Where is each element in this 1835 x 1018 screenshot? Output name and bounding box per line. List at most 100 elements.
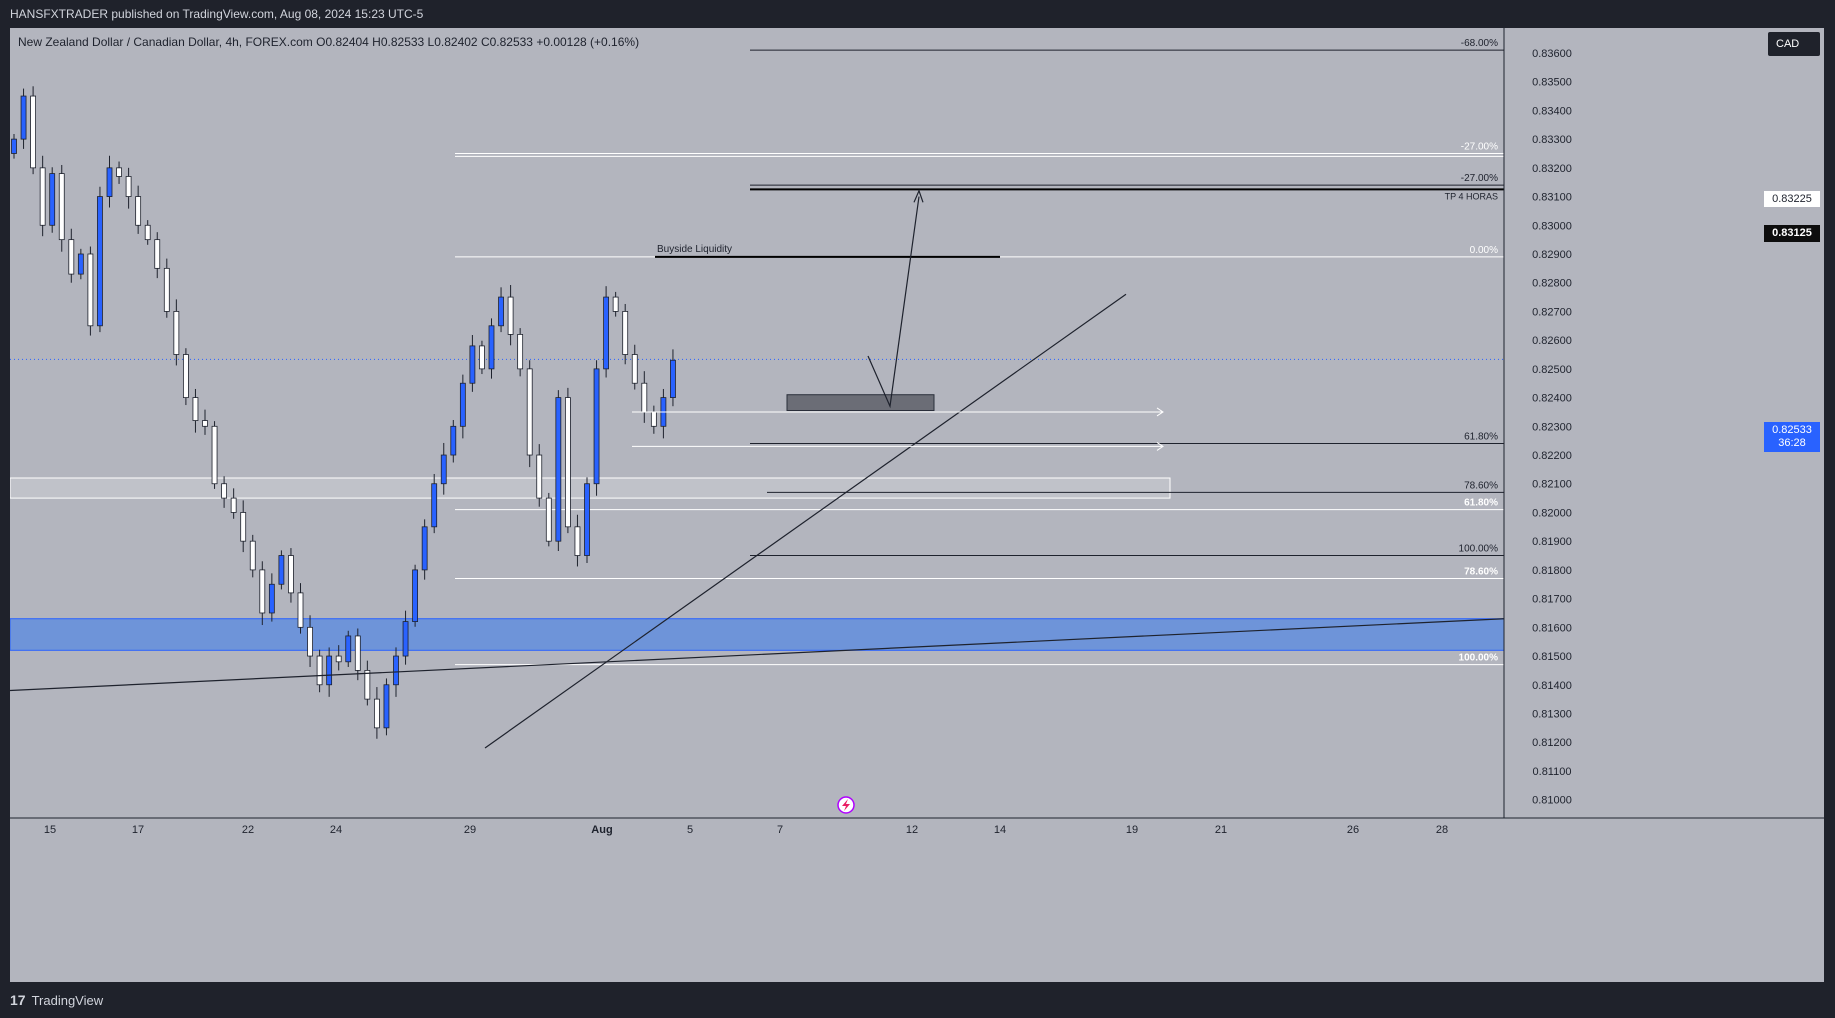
time-axis-background: [10, 818, 1824, 982]
price-label-white: 0.83225: [1764, 191, 1820, 207]
candle-body: [278, 555, 285, 585]
candle-body: [354, 635, 361, 671]
y-tick-label: 0.81100: [1533, 766, 1572, 778]
candle-body: [307, 626, 313, 657]
y-tick-label: 0.81900: [1532, 536, 1572, 548]
fib-786-white-label: 78.60%: [1464, 567, 1498, 578]
demand-zone: [10, 618, 1505, 651]
y-tick-label: 0.82800: [1532, 278, 1572, 290]
candle-body: [593, 368, 600, 485]
labels-layer: -68.00% -27.00% -27.00% 0.00% 61.80% 78.60% 61…: [657, 38, 1498, 664]
candle-body: [125, 176, 132, 197]
y-tick-label: 0.82500: [1532, 364, 1572, 376]
y-tick-label: 0.83200: [1532, 163, 1572, 175]
candle-body: [335, 655, 342, 663]
candle-body: [507, 296, 514, 335]
candle-body: [498, 296, 504, 327]
symbol-info: New Zealand Dollar / Canadian Dollar, 4h…: [18, 35, 640, 49]
candle-body: [364, 670, 371, 700]
x-tick-label: 7: [777, 824, 783, 836]
fib-618-label: 61.80%: [1464, 432, 1498, 443]
order-block-box: [786, 394, 935, 412]
tradingview-logo-icon: 17: [10, 992, 26, 1008]
candle-body: [526, 368, 533, 456]
candle-body: [221, 483, 228, 499]
candle-body: [555, 397, 562, 542]
published-text: HANSFXTRADER published on TradingView.co…: [10, 7, 424, 21]
candle-body: [641, 382, 648, 413]
candle-body: [116, 167, 122, 177]
chart-canvas[interactable]: -68.00% -27.00% -27.00% 0.00% 61.80% 78.60% 61…: [10, 28, 1824, 982]
candle-body: [488, 325, 495, 370]
fib-m68-label: -68.00%: [1461, 38, 1498, 49]
y-tick-label: 0.82400: [1532, 393, 1572, 405]
candle-body: [469, 345, 476, 384]
candle-body: [345, 635, 352, 663]
fib-100-white-label: 100.00%: [1459, 653, 1499, 664]
fib-100-label: 100.00%: [1459, 544, 1499, 555]
y-tick-label: 0.83600: [1532, 48, 1572, 60]
y-tick-label: 0.82000: [1532, 507, 1572, 519]
y-tick-label: 0.83500: [1532, 77, 1572, 89]
candle-body: [211, 425, 218, 485]
candle-body: [240, 512, 247, 542]
candle-body: [163, 267, 170, 312]
tradingview-logo-text: TradingView: [31, 992, 104, 1008]
currency-button[interactable]: CAD: [1768, 32, 1820, 56]
x-tick-label: 28: [1436, 824, 1448, 836]
target-price-label: 0.83125: [1764, 225, 1820, 242]
candle-body: [393, 655, 399, 686]
candle-body: [536, 454, 543, 499]
candle-body: [192, 397, 199, 421]
y-tick-label: 0.82700: [1532, 306, 1572, 318]
fib-m27-white-label: -27.00%: [1461, 141, 1498, 152]
candle-body: [144, 224, 151, 241]
y-tick-label: 0.81400: [1532, 680, 1572, 692]
projection-path: [867, 196, 920, 409]
candle-body: [565, 397, 571, 528]
candle-body: [574, 526, 581, 556]
y-tick-label: 0.82100: [1532, 479, 1572, 491]
background-layer: [10, 28, 1504, 818]
fib-786-label: 78.60%: [1464, 480, 1498, 491]
candle-body: [584, 483, 590, 556]
x-tick-label: 22: [242, 824, 254, 836]
y-tick-label: 0.81200: [1532, 737, 1572, 749]
y-tick-label: 0.83300: [1532, 134, 1572, 146]
candle-body: [202, 420, 208, 427]
candle-body: [20, 95, 27, 140]
candle-body: [326, 655, 333, 686]
buyside-liquidity-label: Buyside Liquidity: [657, 244, 732, 255]
y-tick-label: 0.83100: [1532, 192, 1572, 204]
x-tick-label: 29: [464, 824, 476, 836]
plot-background: [10, 28, 1504, 818]
candle-body: [230, 497, 237, 513]
y-tick-label: 0.81600: [1532, 622, 1572, 634]
candle-body: [373, 698, 380, 729]
candle-body: [670, 359, 676, 398]
tradingview-logo[interactable]: 17 TradingView: [10, 992, 103, 1008]
x-tick-label: Aug: [591, 824, 612, 836]
candle-body: [30, 95, 37, 169]
y-tick-label: 0.81000: [1532, 795, 1572, 807]
fib-zero-label: 0.00%: [1470, 245, 1498, 256]
candle-body: [603, 296, 609, 370]
candles-layer: [11, 86, 676, 739]
candle-body: [297, 592, 304, 628]
candle-body: [545, 497, 552, 542]
candle-body: [288, 555, 294, 594]
zones-layer: [10, 394, 1505, 651]
x-tick-label: 12: [906, 824, 918, 836]
bottom-bar: 17 TradingView: [0, 982, 1835, 1018]
axis-layer: 0.83600 0.83500 0.83400 0.83300 0.83200 0.831…: [10, 28, 1824, 982]
x-tick-label: 14: [994, 824, 1006, 836]
countdown-value: 36:28: [1778, 437, 1806, 449]
candle-body: [421, 526, 428, 571]
candle-body: [316, 655, 323, 686]
x-tick-label: 24: [330, 824, 342, 836]
lightning-icon: [837, 796, 855, 814]
arrow-head: [1156, 441, 1164, 451]
candle-body: [268, 583, 275, 614]
candle-body: [479, 345, 485, 370]
y-tick-label: 0.81500: [1532, 651, 1572, 663]
